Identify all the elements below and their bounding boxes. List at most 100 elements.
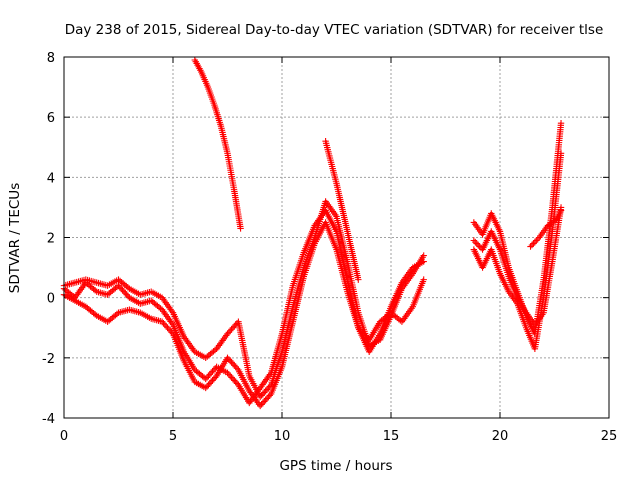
data-point bbox=[167, 327, 174, 334]
data-point bbox=[263, 386, 271, 393]
data-point bbox=[227, 327, 234, 334]
y-tick-label: 4 bbox=[47, 171, 55, 186]
data-point bbox=[115, 282, 122, 289]
data-point bbox=[91, 287, 99, 294]
data-point bbox=[258, 401, 265, 408]
data-point bbox=[233, 380, 241, 387]
data-point bbox=[262, 387, 269, 395]
data-point bbox=[231, 377, 238, 384]
x-tick-labels: 0 5 10 15 20 25 bbox=[60, 429, 617, 444]
data-point bbox=[113, 310, 121, 318]
data-point bbox=[557, 150, 565, 157]
data-point bbox=[355, 324, 362, 331]
x-tick-label: 15 bbox=[383, 429, 400, 444]
x-tick-label: 10 bbox=[274, 429, 291, 444]
data-point bbox=[212, 374, 219, 381]
chart-title: Day 238 of 2015, Sidereal Day-to-day VTE… bbox=[65, 22, 604, 38]
data-point bbox=[228, 374, 235, 381]
y-tick-label: 8 bbox=[47, 51, 55, 66]
data-point bbox=[533, 237, 540, 244]
data-point bbox=[162, 323, 170, 330]
data-point bbox=[259, 390, 267, 398]
y-tick-label: -4 bbox=[42, 412, 55, 427]
data-point bbox=[211, 346, 219, 354]
y-tick-label: 2 bbox=[47, 232, 55, 247]
data-point bbox=[209, 368, 216, 375]
data-point bbox=[164, 324, 171, 331]
y-tick-label: 0 bbox=[47, 292, 55, 307]
data-point bbox=[261, 398, 268, 405]
data-point bbox=[263, 395, 271, 402]
data-point bbox=[205, 381, 212, 389]
data-point bbox=[119, 286, 126, 294]
data-point bbox=[228, 359, 235, 366]
data-point bbox=[206, 371, 213, 378]
x-tick-label: 25 bbox=[601, 429, 618, 444]
data-point bbox=[531, 238, 539, 246]
x-tick-label: 20 bbox=[492, 429, 509, 444]
data-point bbox=[158, 318, 166, 325]
data-point bbox=[206, 380, 213, 387]
data-points bbox=[60, 56, 565, 410]
data-point bbox=[232, 378, 239, 386]
data-point bbox=[527, 243, 534, 250]
data-point bbox=[225, 329, 233, 336]
data-point bbox=[528, 241, 536, 249]
y-tick-label: 6 bbox=[47, 111, 55, 126]
data-point bbox=[356, 326, 363, 333]
data-point bbox=[257, 393, 264, 401]
data-point bbox=[227, 372, 234, 380]
data-point bbox=[210, 366, 218, 374]
data-point bbox=[120, 288, 128, 295]
data-point bbox=[237, 225, 244, 232]
data-point bbox=[203, 383, 211, 390]
y-tick-label: -2 bbox=[42, 352, 55, 367]
data-point bbox=[262, 396, 269, 404]
data-point bbox=[363, 333, 370, 340]
data-point bbox=[224, 354, 231, 362]
y-tick-labels: -4 -2 0 2 4 6 8 bbox=[42, 51, 55, 427]
data-point bbox=[122, 289, 129, 297]
data-point bbox=[265, 393, 272, 401]
data-point bbox=[261, 389, 268, 396]
y-axis-label: SDTVAR / TECUs bbox=[7, 183, 23, 293]
data-point bbox=[224, 330, 231, 337]
data-point bbox=[357, 327, 365, 334]
data-point bbox=[202, 375, 209, 383]
data-point bbox=[232, 321, 239, 328]
data-point bbox=[165, 326, 173, 333]
data-point bbox=[160, 320, 167, 327]
data-point bbox=[475, 241, 482, 249]
data-point bbox=[355, 276, 362, 283]
data-point bbox=[229, 324, 237, 331]
data-point bbox=[209, 377, 216, 384]
data-point bbox=[203, 374, 211, 381]
data-point bbox=[161, 321, 169, 328]
data-point bbox=[266, 392, 273, 399]
data-point bbox=[225, 356, 233, 363]
data-point bbox=[168, 329, 175, 336]
data-point bbox=[530, 240, 537, 247]
data-point bbox=[231, 362, 238, 369]
data-point bbox=[420, 252, 427, 259]
data-point bbox=[118, 285, 125, 292]
data-point bbox=[116, 283, 124, 291]
data-point bbox=[259, 399, 267, 407]
data-point bbox=[420, 276, 427, 283]
data-point bbox=[359, 329, 366, 336]
data-point bbox=[91, 311, 99, 318]
data-point bbox=[534, 235, 541, 243]
data-point bbox=[229, 360, 237, 368]
data-point bbox=[473, 240, 480, 247]
data-point bbox=[207, 378, 215, 386]
plot-frame bbox=[63, 56, 610, 419]
data-point bbox=[258, 392, 265, 399]
data-point bbox=[205, 372, 212, 380]
data-point bbox=[123, 291, 130, 298]
data-point bbox=[233, 365, 241, 372]
data-point bbox=[476, 243, 483, 250]
data-point bbox=[557, 207, 565, 214]
x-tick-label: 5 bbox=[169, 429, 177, 444]
data-point bbox=[202, 384, 209, 392]
data-point bbox=[361, 332, 369, 339]
